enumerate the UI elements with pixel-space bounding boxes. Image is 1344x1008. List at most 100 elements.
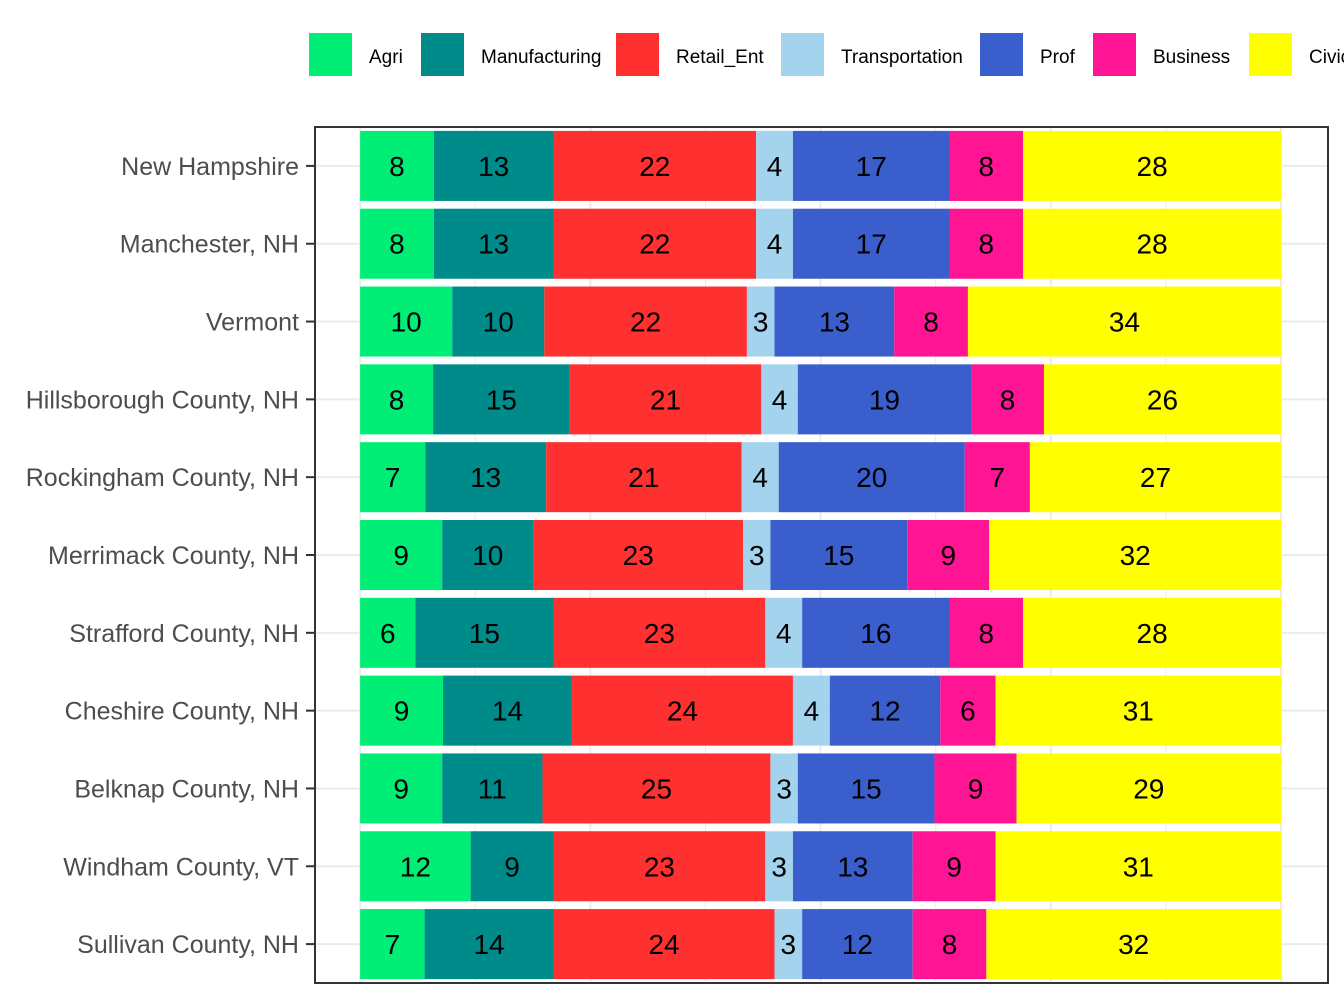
data-label: 27: [1140, 462, 1171, 493]
bar-segment-agri: [360, 130, 434, 201]
data-label: 8: [942, 929, 958, 960]
y-tick-label: Vermont: [206, 309, 299, 337]
legend-key-business: [1093, 33, 1136, 76]
bar-segment-prof: [792, 208, 950, 279]
data-label: 15: [823, 540, 854, 571]
bar-segment-transportation: [741, 442, 779, 513]
bar-segment-agri: [360, 364, 434, 435]
data-label: 6: [960, 696, 976, 727]
bar-segment-agri: [360, 597, 416, 668]
data-label: 12: [400, 851, 431, 882]
data-label: 28: [1137, 229, 1168, 260]
bar-segment-civic: [1029, 442, 1282, 513]
bar-segment-agri: [360, 909, 425, 980]
data-label: 8: [389, 151, 405, 182]
data-label: 32: [1120, 540, 1151, 571]
bar-segment-manufacturing: [442, 753, 543, 824]
data-label: 22: [639, 151, 670, 182]
bar-segment-retail_ent: [546, 442, 742, 513]
data-label: 31: [1123, 696, 1154, 727]
legend-key-agri: [309, 33, 352, 76]
data-label: 23: [623, 540, 654, 571]
bar-segment-prof: [797, 364, 972, 435]
bar-segment-business: [949, 597, 1024, 668]
data-label: 4: [804, 696, 820, 727]
bar-segment-business: [940, 675, 996, 746]
bar-segment-agri: [360, 519, 443, 591]
bar-segment-civic: [967, 286, 1282, 357]
bar-segment-prof: [774, 286, 895, 357]
legend-label: Retail_Ent: [676, 47, 764, 68]
data-label: 23: [644, 618, 675, 649]
bar-segment-retail_ent: [569, 364, 762, 435]
data-label: 8: [979, 618, 995, 649]
data-label: 4: [776, 618, 792, 649]
data-label: 20: [856, 462, 887, 493]
bar-segment-agri: [360, 208, 434, 279]
bar-segment-retail_ent: [542, 753, 771, 824]
data-label: 21: [650, 384, 681, 415]
data-label: 8: [389, 384, 405, 415]
bar-segment-civic: [1023, 208, 1282, 279]
y-tick-label: Cheshire County, NH: [65, 698, 299, 726]
data-label: 8: [389, 229, 405, 260]
y-tick-label: Merrimack County, NH: [48, 542, 299, 570]
bar-segment-agri: [360, 286, 453, 357]
bar-segment-business: [912, 831, 996, 902]
bar-segment-business: [907, 519, 990, 591]
bar-segment-prof: [802, 909, 913, 980]
legend-label: Prof: [1040, 47, 1076, 68]
legend-label: Civic: [1309, 47, 1344, 68]
data-label: 12: [842, 929, 873, 960]
bar-segment-civic: [989, 519, 1282, 591]
data-label: 21: [628, 462, 659, 493]
bar-segment-civic: [1016, 753, 1282, 824]
bar-segment-retail_ent: [533, 519, 744, 591]
data-label: 8: [1000, 384, 1016, 415]
data-label: 8: [979, 229, 995, 260]
data-label: 31: [1123, 851, 1154, 882]
data-label: 14: [473, 929, 504, 960]
data-label: 4: [767, 229, 783, 260]
bar-segment-retail_ent: [553, 909, 775, 980]
y-tick-label: Manchester, NH: [120, 231, 299, 259]
panel-border: [314, 126, 1329, 984]
bar-segment-civic: [995, 675, 1282, 746]
bar-segment-civic: [986, 909, 1282, 980]
legend-key-manufacturing: [421, 33, 464, 76]
y-tick-label: Sullivan County, NH: [77, 931, 299, 959]
bar-segment-civic: [995, 831, 1282, 902]
data-label: 15: [486, 384, 517, 415]
bar-segment-transportation: [756, 130, 793, 201]
bar-segment-transportation: [765, 597, 803, 668]
data-label: 7: [385, 929, 401, 960]
bar-segment-transportation: [792, 675, 830, 746]
data-label: 24: [667, 696, 698, 727]
data-label: 25: [641, 773, 672, 804]
data-label: 32: [1118, 929, 1149, 960]
data-label: 13: [837, 851, 868, 882]
bar-segment-manufacturing: [425, 442, 547, 513]
data-label: 29: [1133, 773, 1164, 804]
bar-segment-retail_ent: [553, 130, 757, 201]
data-label: 9: [393, 773, 409, 804]
legend-key-prof: [980, 33, 1023, 76]
bar-segment-prof: [778, 442, 965, 513]
bar-segment-transportation: [743, 519, 771, 591]
y-tick-label: Strafford County, NH: [69, 620, 299, 648]
bar-segment-prof: [770, 519, 908, 591]
data-label: 13: [478, 151, 509, 182]
bar-segment-retail_ent: [544, 286, 747, 357]
bar-segment-manufacturing: [433, 364, 570, 435]
data-label: 3: [771, 851, 787, 882]
bar-segment-prof: [802, 597, 950, 668]
bar-segment-manufacturing: [433, 208, 554, 279]
data-label: 24: [648, 929, 679, 960]
data-label: 28: [1137, 151, 1168, 182]
data-label: 14: [492, 696, 523, 727]
bar-segment-manufacturing: [433, 130, 554, 201]
bar-segment-business: [964, 442, 1030, 513]
bar-segment-business: [949, 208, 1024, 279]
data-label: 34: [1109, 307, 1140, 338]
